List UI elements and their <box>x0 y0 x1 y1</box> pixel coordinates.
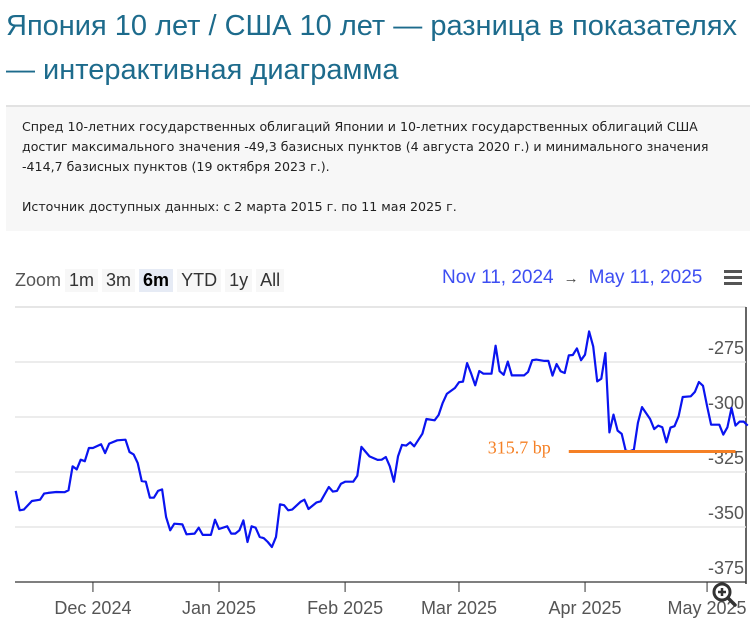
x-tick-label: Feb 2025 <box>307 598 383 618</box>
info-summary: Спред 10-летних государственных облигаци… <box>22 119 709 174</box>
series-line[interactable] <box>14 330 749 549</box>
range-to-input[interactable]: May 11, 2025 <box>588 267 703 288</box>
y-tick-label: -350 <box>708 503 744 523</box>
zoom-3m-button[interactable]: 3m <box>102 268 136 292</box>
zoom-ytd-button[interactable]: YTD <box>177 268 222 292</box>
y-tick-label: -275 <box>708 338 744 358</box>
range-from-input[interactable]: Nov 11, 2024 <box>442 267 554 288</box>
zoom-6m-button[interactable]: 6m <box>139 268 174 292</box>
x-tick-label: Dec 2024 <box>54 598 131 618</box>
x-tick-label: May 2025 <box>668 598 747 618</box>
info-box: Спред 10-летних государственных облигаци… <box>6 105 750 231</box>
zoom-label: Zoom <box>15 269 62 290</box>
x-tick-label: Jan 2025 <box>182 598 256 618</box>
zoom-magnifier-icon[interactable] <box>712 582 737 607</box>
zoom-1y-button[interactable]: 1y <box>225 268 253 292</box>
date-range: Nov 11, 2024 → May 11, 2025 <box>442 267 702 289</box>
page-title: Япония 10 лет / США 10 лет — разница в п… <box>6 10 738 86</box>
y-tick-label: -375 <box>708 558 744 578</box>
zoom-toolbar: Zoom 1m 3m 6m YTD 1y All <box>15 267 288 293</box>
y-tick-label: -300 <box>708 393 744 413</box>
zoom-1m-button[interactable]: 1m <box>65 268 99 292</box>
range-arrow: → <box>563 269 579 287</box>
annotation-label: 315.7 bp <box>488 438 551 458</box>
info-source: Источник доступных данных: с 2 марта 201… <box>22 199 457 214</box>
hamburger-menu-icon[interactable] <box>724 268 742 286</box>
zoom-all-button[interactable]: All <box>256 268 285 292</box>
x-tick-label: Mar 2025 <box>421 598 497 618</box>
x-tick-label: Apr 2025 <box>549 598 622 618</box>
